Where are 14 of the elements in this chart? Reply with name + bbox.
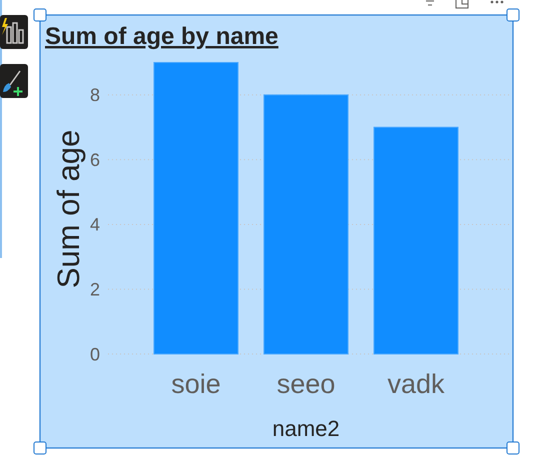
y-tick-label: 2 bbox=[90, 280, 100, 300]
bar bbox=[153, 62, 239, 354]
x-tick-label: seeo bbox=[276, 369, 336, 399]
y-tick-label: 4 bbox=[90, 214, 100, 235]
y-tick-label: 6 bbox=[90, 150, 100, 170]
x-tick-label: soie bbox=[171, 369, 221, 399]
x-axis-title: name2 bbox=[272, 416, 340, 441]
bar bbox=[373, 126, 459, 354]
x-tick-label: vadk bbox=[387, 369, 446, 399]
y-axis-title: Sum of age bbox=[51, 130, 86, 288]
y-tick-label: 8 bbox=[90, 85, 100, 106]
bar bbox=[263, 94, 349, 354]
y-tick-label: 0 bbox=[90, 344, 100, 364]
chart-title: Sum of age by name bbox=[45, 23, 278, 50]
